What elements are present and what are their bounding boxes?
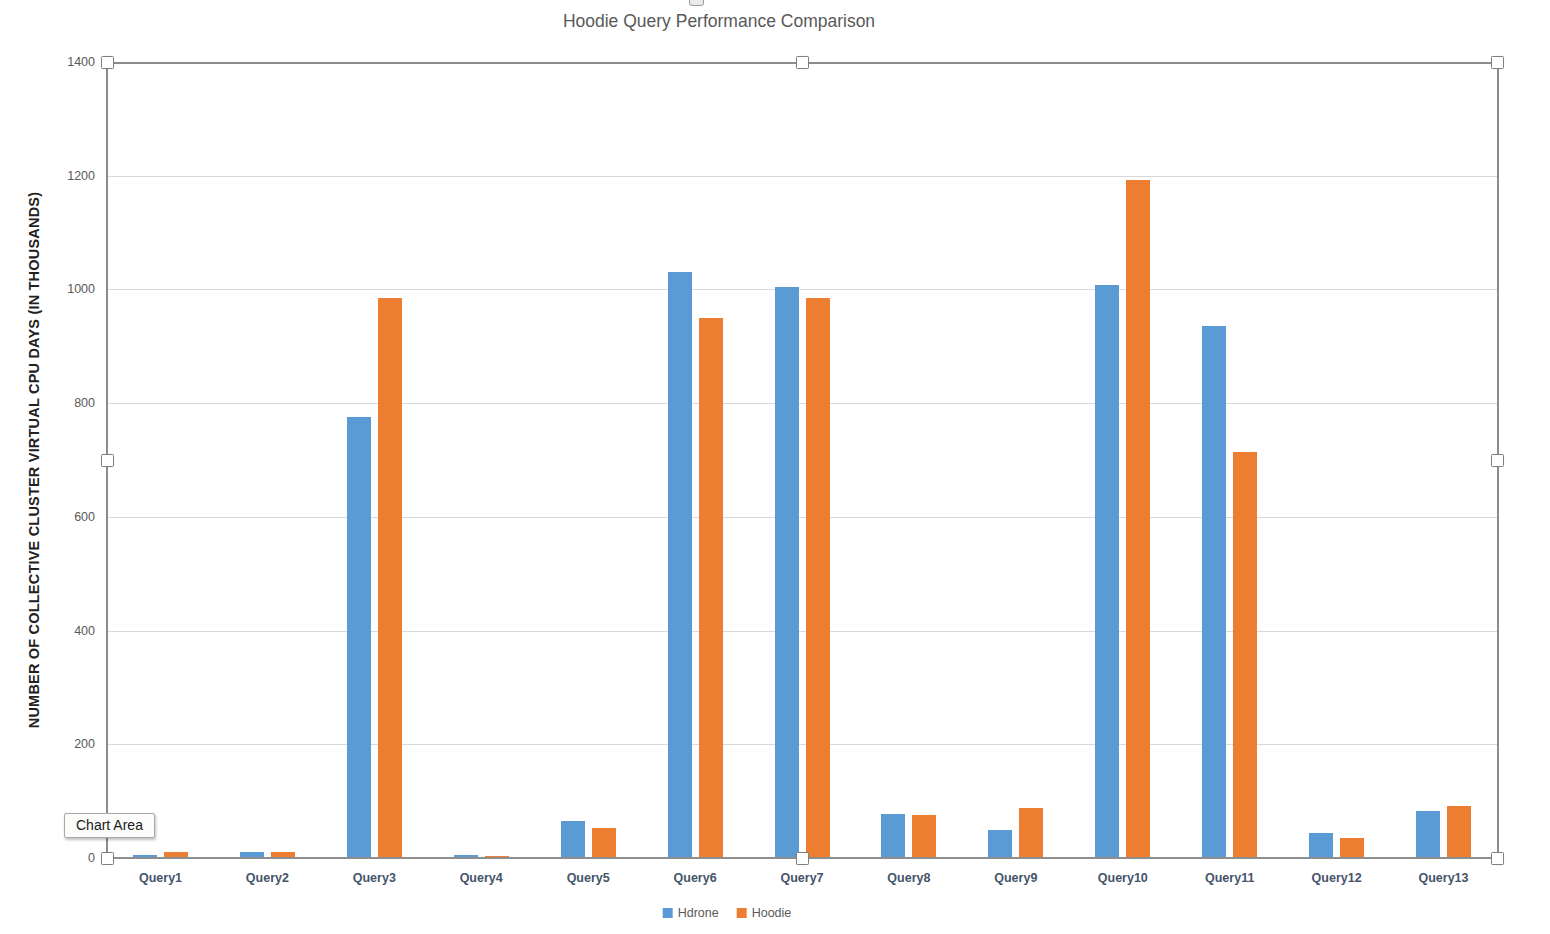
bar-hoodie-query5[interactable]: [592, 828, 616, 858]
chart-object-top-handle[interactable]: [689, 0, 704, 6]
bar-hdrone-query12[interactable]: [1309, 833, 1333, 858]
bar-hoodie-query11[interactable]: [1233, 452, 1257, 859]
bar-hoodie-query7[interactable]: [806, 298, 830, 858]
bar-hdrone-query5[interactable]: [561, 821, 585, 858]
x-tick-label-query9: Query9: [994, 871, 1037, 885]
x-tick-label-query10: Query10: [1098, 871, 1148, 885]
chart-area-tooltip: Chart Area: [64, 813, 155, 838]
legend-swatch-hdrone: [663, 908, 673, 918]
bar-hoodie-query9[interactable]: [1019, 808, 1043, 858]
bar-hoodie-query12[interactable]: [1340, 838, 1364, 858]
bar-hdrone-query6[interactable]: [668, 272, 692, 858]
x-tick-label-query11: Query11: [1205, 871, 1254, 885]
y-tick-label-0: 0: [35, 851, 95, 865]
chart-canvas[interactable]: Hoodie Query Performance Comparison NUMB…: [0, 0, 1550, 934]
legend-swatch-hoodie: [737, 908, 747, 918]
x-tick-label-query6: Query6: [674, 871, 717, 885]
x-tick-label-query13: Query13: [1418, 871, 1468, 885]
handle-top-center[interactable]: [796, 56, 809, 69]
chart-title[interactable]: Hoodie Query Performance Comparison: [563, 11, 875, 32]
y-tick-label-1400: 1400: [35, 55, 95, 69]
bar-hoodie-query8[interactable]: [912, 815, 936, 858]
handle-mid-right[interactable]: [1491, 454, 1504, 467]
y-tick-label-1000: 1000: [35, 282, 95, 296]
bar-hdrone-query11[interactable]: [1202, 326, 1226, 858]
y-tick-label-800: 800: [35, 396, 95, 410]
x-tick-label-query5: Query5: [567, 871, 610, 885]
x-tick-label-query7: Query7: [780, 871, 823, 885]
x-tick-label-query4: Query4: [460, 871, 503, 885]
legend-label-hdrone: Hdrone: [678, 906, 719, 920]
bar-hoodie-query10[interactable]: [1126, 180, 1150, 858]
bar-hoodie-query6[interactable]: [699, 318, 723, 858]
handle-bottom-left[interactable]: [101, 852, 114, 865]
x-tick-label-query8: Query8: [887, 871, 930, 885]
gridline-200: [107, 744, 1497, 745]
bar-hoodie-query13[interactable]: [1447, 806, 1471, 858]
bar-hdrone-query3[interactable]: [347, 417, 371, 858]
x-tick-label-query12: Query12: [1312, 871, 1362, 885]
legend-item-hoodie[interactable]: Hoodie: [737, 906, 792, 920]
bar-hdrone-query10[interactable]: [1095, 285, 1119, 858]
bar-hdrone-query7[interactable]: [775, 287, 799, 858]
gridline-600: [107, 517, 1497, 518]
gridline-1200: [107, 176, 1497, 177]
legend-label-hoodie: Hoodie: [752, 906, 792, 920]
handle-mid-left[interactable]: [101, 454, 114, 467]
bar-hoodie-query3[interactable]: [378, 298, 402, 858]
x-tick-label-query1: Query1: [139, 871, 182, 885]
y-tick-label-400: 400: [35, 624, 95, 638]
handle-top-left[interactable]: [101, 56, 114, 69]
bar-hdrone-query8[interactable]: [881, 814, 905, 858]
gridline-1000: [107, 289, 1497, 290]
bar-hdrone-query13[interactable]: [1416, 811, 1440, 858]
gridline-400: [107, 631, 1497, 632]
x-tick-label-query3: Query3: [353, 871, 396, 885]
gridline-800: [107, 403, 1497, 404]
y-axis-title[interactable]: NUMBER OF COLLECTIVE CLUSTER VIRTUAL CPU…: [26, 192, 42, 728]
legend-item-hdrone[interactable]: Hdrone: [663, 906, 719, 920]
legend[interactable]: Hdrone Hoodie: [663, 906, 792, 920]
handle-bottom-right[interactable]: [1491, 852, 1504, 865]
handle-top-right[interactable]: [1491, 56, 1504, 69]
handle-bottom-center[interactable]: [796, 852, 809, 865]
y-tick-label-200: 200: [35, 737, 95, 751]
y-tick-label-600: 600: [35, 510, 95, 524]
bar-hdrone-query9[interactable]: [988, 830, 1012, 858]
y-tick-label-1200: 1200: [35, 169, 95, 183]
x-tick-label-query2: Query2: [246, 871, 289, 885]
